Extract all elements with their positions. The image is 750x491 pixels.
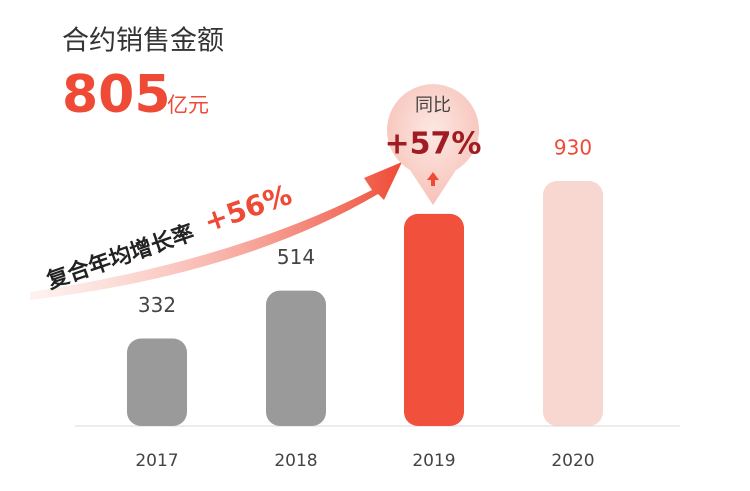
- x-tick-label: 2020: [551, 451, 594, 471]
- value-label: 930: [554, 136, 592, 160]
- up-icon: [427, 172, 439, 186]
- x-tick-label: 2017: [135, 451, 178, 471]
- bar: [404, 213, 464, 426]
- headline-unit: 亿元: [167, 93, 209, 117]
- yoy-label: 同比: [415, 95, 451, 116]
- growth-arrow: [30, 162, 402, 300]
- value-label: 514: [277, 245, 315, 269]
- x-tick-label: 2019: [412, 451, 455, 471]
- chart-title: 合约销售金额: [62, 26, 224, 57]
- value-label: 332: [138, 293, 176, 317]
- bar: [127, 338, 187, 426]
- bar: [266, 290, 326, 426]
- x-tick-label: 2018: [274, 451, 317, 471]
- bar: [543, 181, 603, 426]
- yoy-value: +57%: [385, 127, 482, 162]
- cagr-group: 复合年均增长率 +56%: [42, 178, 295, 295]
- headline-value: 805: [62, 65, 171, 125]
- yoy-bubble: [387, 84, 480, 205]
